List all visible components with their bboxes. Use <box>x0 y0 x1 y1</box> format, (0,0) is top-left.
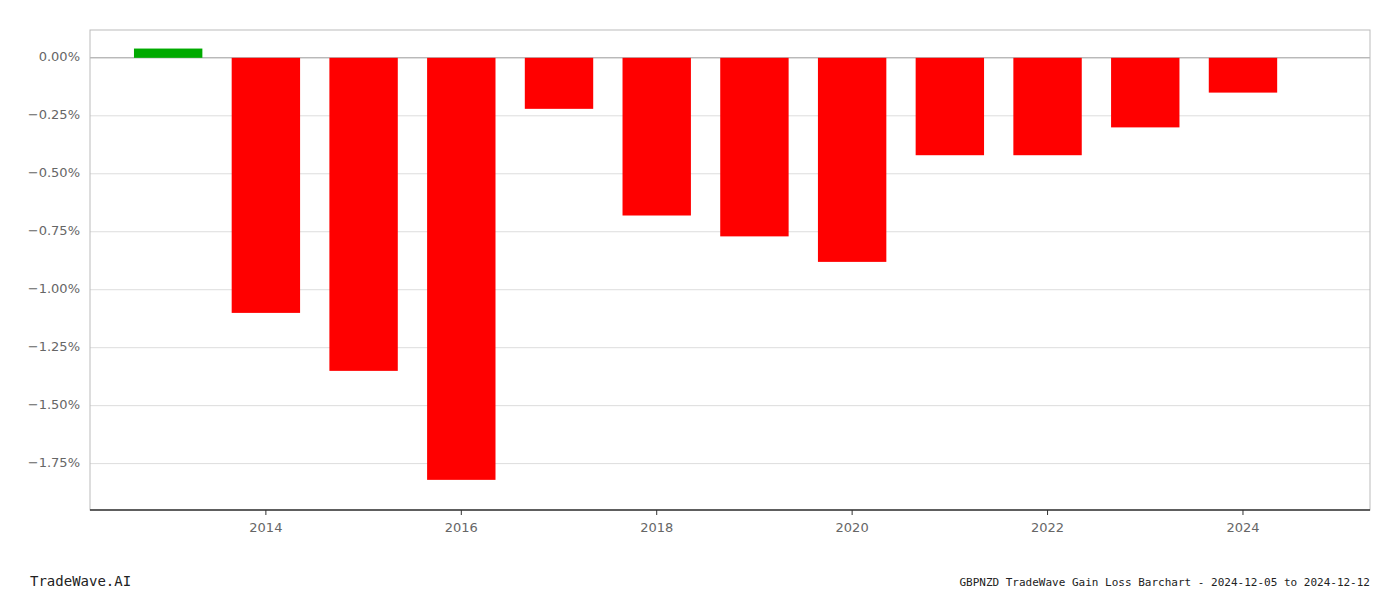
bar <box>720 58 788 237</box>
bar <box>1013 58 1081 155</box>
x-tick-label: 2020 <box>836 520 869 535</box>
grid-line <box>90 347 1370 348</box>
x-tick <box>265 510 266 515</box>
x-tick-label: 2018 <box>640 520 673 535</box>
bar <box>623 58 691 216</box>
x-tick-label: 2024 <box>1226 520 1259 535</box>
grid-line <box>90 463 1370 464</box>
grid-line <box>90 405 1370 406</box>
x-tick <box>852 510 853 515</box>
x-tick-label: 2014 <box>249 520 282 535</box>
bar <box>329 58 397 371</box>
bar <box>1209 58 1277 93</box>
y-tick-label: −1.25% <box>28 339 80 354</box>
y-tick-label: −1.50% <box>28 397 80 412</box>
bars <box>134 49 1277 480</box>
y-tick-label: −1.75% <box>28 455 80 470</box>
x-tick <box>1047 510 1048 515</box>
y-tick-label: 0.00% <box>39 49 80 64</box>
y-tick-labels: 0.00% −0.25% −0.50% −0.75% −1.00% −1.25% −1.50… <box>28 49 80 470</box>
x-axis-line <box>90 509 1370 511</box>
y-tick-label: −0.25% <box>28 107 80 122</box>
y-grid <box>90 58 1370 464</box>
annotations: TradeWave.AI GBPNZD TradeWave Gain Loss B… <box>30 573 1370 589</box>
annotation: GBPNZD TradeWave Gain Loss Barchart - 20… <box>959 576 1370 589</box>
bar <box>1111 58 1179 128</box>
chart: 0.00% −0.25% −0.50% −0.75% −1.00% −1.25% −1.50… <box>0 0 1400 600</box>
x-tick <box>656 510 657 515</box>
bar <box>134 49 202 58</box>
y-tick-label: −0.75% <box>28 223 80 238</box>
y-tick-label: −1.00% <box>28 281 80 296</box>
bar <box>427 58 495 480</box>
x-tick-label: 2016 <box>445 520 478 535</box>
x-tick <box>461 510 462 515</box>
plot-frame <box>90 30 1370 510</box>
bar <box>916 58 984 155</box>
x-tick-label: 2022 <box>1031 520 1064 535</box>
x-ticks: 2014 2016 2018 2020 2022 2024 <box>249 510 1259 535</box>
x-tick <box>1242 510 1243 515</box>
bar <box>818 58 886 262</box>
bar <box>525 58 593 109</box>
bar <box>232 58 300 313</box>
annotation: TradeWave.AI <box>30 573 131 589</box>
page: {"chart_data": { "type": "bar", "x": [20… <box>0 0 1400 600</box>
y-tick-label: −0.50% <box>28 165 80 180</box>
